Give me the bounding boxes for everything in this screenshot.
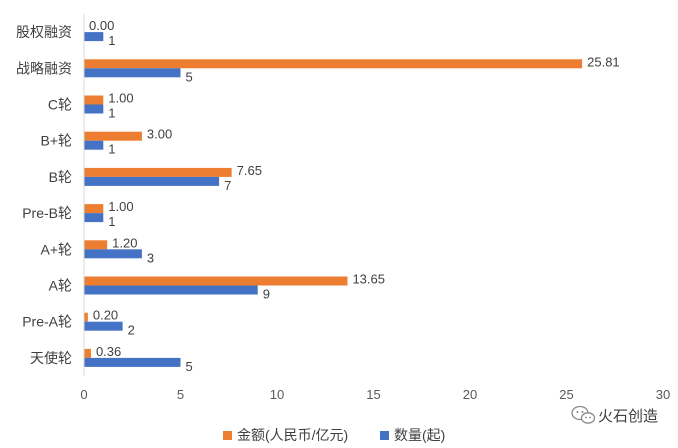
x-tick-label: 0 [80,387,87,402]
category-label: 战略融资 [16,60,72,76]
data-label-count: 2 [128,323,135,338]
data-label-count: 5 [186,359,193,374]
x-tick-labels: 0 5 10 15 20 25 30 [80,387,670,402]
category-label: 天使轮 [30,350,72,366]
bar-count [84,140,104,150]
watermark-text: 火石创造 [598,408,658,425]
bar-count [84,213,104,223]
legend: 金额(人民币/亿元) 数量(起) [223,427,445,443]
category-label: A+轮 [40,241,72,257]
x-tick-label: 25 [559,387,573,402]
data-label-count: 1 [108,214,115,229]
bars-layer [84,32,583,367]
bar-count [84,104,104,114]
category-label: C轮 [48,97,72,113]
data-label-amount: 3.00 [147,127,172,142]
bar-count [84,32,104,42]
category-label: A轮 [49,278,72,294]
bar-amount [84,59,583,69]
data-label-amount: 13.65 [352,272,385,287]
bar-count [84,285,258,295]
data-labels-layer: 0.00125.8151.0013.0017.6571.0011.20313.6… [89,18,620,374]
bar-count [84,357,181,367]
category-label: 股权融资 [16,24,72,40]
bar-amount [84,95,104,105]
bar-count [84,68,181,78]
data-label-amount: 0.36 [96,344,121,359]
legend-swatch-amount [223,431,232,440]
data-label-count: 1 [108,106,115,121]
data-label-amount: 7.65 [237,163,262,178]
x-tick-label: 20 [463,387,477,402]
bar-count [84,249,142,259]
legend-swatch-count [380,431,389,440]
category-label: B轮 [49,169,72,185]
bar-amount [84,131,142,141]
data-label-amount: 0.20 [93,308,118,323]
legend-label-count: 数量(起) [394,427,445,443]
x-tick-label: 15 [366,387,380,402]
bar-amount [84,167,232,177]
x-tick-label: 5 [177,387,184,402]
data-label-count: 5 [186,69,193,84]
category-label: B+轮 [40,133,72,149]
data-label-count: 7 [224,178,231,193]
data-label-count: 1 [108,33,115,48]
wechat-icon [571,405,596,424]
bar-amount [84,348,91,358]
bar-count [84,176,220,186]
data-label-amount: 0.00 [89,18,114,33]
watermark: 火石创造 [571,405,658,425]
data-label-count: 1 [108,142,115,157]
bar-amount [84,204,104,214]
x-tick-label: 30 [656,387,670,402]
data-label-amount: 1.00 [108,91,133,106]
x-tick-label: 10 [270,387,284,402]
legend-label-amount: 金额(人民币/亿元) [237,427,348,443]
category-label: Pre-A轮 [22,314,72,330]
bar-amount [84,276,348,286]
data-label-amount: 1.00 [108,199,133,214]
data-label-amount: 1.20 [112,235,137,250]
data-label-count: 3 [147,250,154,265]
bar-count [84,321,123,331]
data-label-count: 9 [263,287,270,302]
bar-amount [84,312,88,322]
bar-amount [84,240,108,250]
category-label: Pre-B轮 [22,205,72,221]
data-label-amount: 25.81 [587,54,620,69]
